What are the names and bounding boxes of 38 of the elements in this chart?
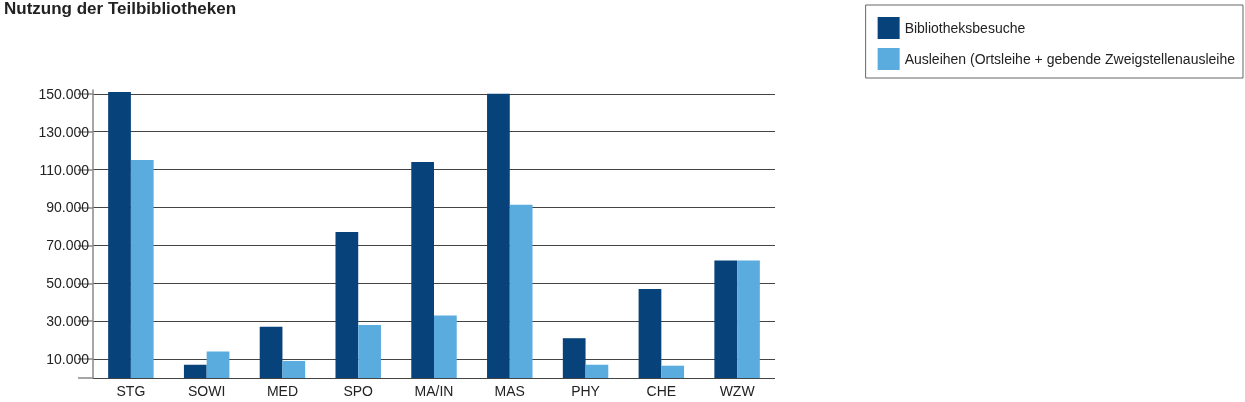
bar (358, 324, 381, 378)
x-tick-label: MED (266, 383, 299, 399)
y-tick-label: 10.000 (46, 351, 90, 368)
y-tick-label: 130.000 (38, 123, 90, 140)
x-tick-label: MA/IN (414, 383, 454, 399)
y-tick-label: 150.000 (38, 85, 90, 102)
x-tick-label: WZW (719, 383, 756, 399)
y-tick-label: 70.000 (46, 237, 90, 254)
bar (509, 204, 533, 378)
bar (206, 351, 230, 378)
bar (585, 364, 609, 378)
y-tick-label: 90.000 (46, 199, 90, 216)
bar (714, 260, 738, 378)
x-tick-label: MAS (494, 383, 525, 399)
x-tick-label: PHY (571, 383, 601, 399)
x-tick-label: SOWI (187, 383, 226, 399)
bar (562, 338, 586, 378)
bar (335, 232, 359, 378)
bar (130, 160, 154, 378)
y-tick-label: 110.000 (39, 161, 90, 178)
chart-title: Nutzung der Teilbibliotheken (4, 0, 237, 18)
y-tick-label: 30.000 (46, 313, 90, 330)
bar (411, 162, 434, 378)
bar (108, 91, 131, 378)
bar (638, 288, 662, 378)
bar (487, 93, 510, 378)
bar (434, 315, 457, 378)
bar (282, 360, 306, 378)
x-tick-label: CHE (646, 383, 677, 399)
x-tick-label: STG (116, 383, 146, 399)
bar (661, 365, 685, 378)
bar (259, 326, 283, 378)
x-tick-label: SPO (343, 383, 374, 399)
y-tick-label: 50.000 (46, 275, 90, 292)
bar (183, 364, 207, 378)
bar (737, 260, 760, 378)
legend-label: Bibliotheksbesuche (904, 20, 1026, 36)
legend-label: Ausleihen (Ortsleihe + gebende Zweigstellenausleihe (904, 51, 1236, 67)
